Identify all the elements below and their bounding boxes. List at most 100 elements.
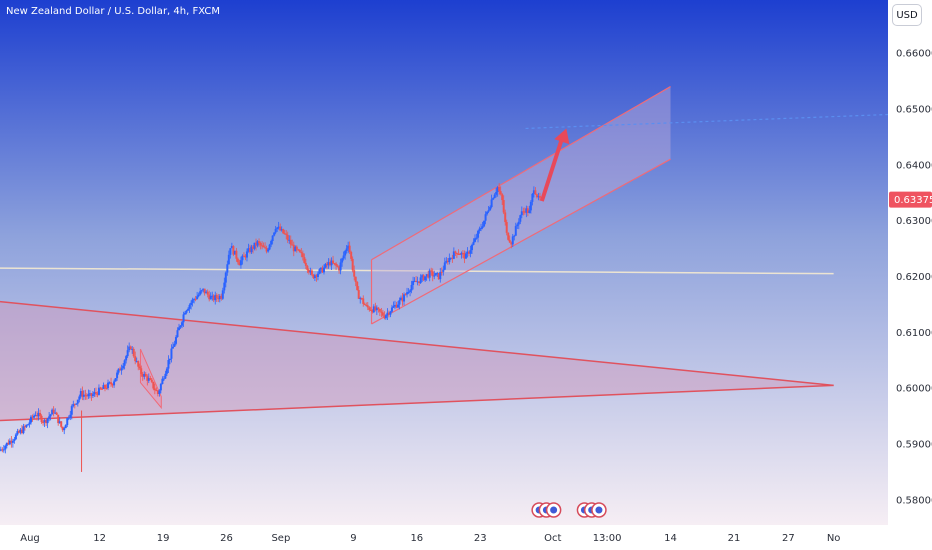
candle-body bbox=[342, 255, 345, 259]
candle-body bbox=[91, 394, 94, 397]
time-tick-label: 19 bbox=[157, 533, 170, 544]
candle-body bbox=[362, 298, 365, 304]
candle-body bbox=[389, 311, 392, 315]
candle-body bbox=[211, 295, 214, 297]
candle-body bbox=[354, 276, 357, 282]
candle-body bbox=[248, 248, 251, 253]
candle-body bbox=[94, 392, 97, 394]
candle-body bbox=[285, 233, 288, 235]
time-axis-panel[interactable] bbox=[0, 525, 888, 550]
candle-body bbox=[353, 270, 356, 277]
candle-body bbox=[378, 309, 381, 312]
candle-body bbox=[386, 312, 389, 316]
candle-body bbox=[96, 393, 99, 395]
target-arrow-head bbox=[554, 128, 570, 145]
candle-body bbox=[347, 245, 350, 249]
candle-body bbox=[324, 263, 327, 268]
candle-body bbox=[11, 440, 14, 443]
candle-body bbox=[140, 368, 143, 374]
candle-body bbox=[132, 348, 135, 357]
candle-body bbox=[474, 238, 477, 242]
candle-body bbox=[79, 391, 82, 397]
candle-body bbox=[239, 260, 242, 266]
candle-body bbox=[111, 384, 114, 386]
candle-body bbox=[433, 275, 436, 277]
candle-body bbox=[232, 246, 235, 255]
candle-body bbox=[427, 274, 430, 278]
currency-badge[interactable]: USD bbox=[892, 4, 922, 26]
candle-body bbox=[174, 337, 177, 344]
price-axis-panel[interactable] bbox=[888, 0, 932, 550]
candle-body bbox=[37, 412, 40, 417]
candle-body bbox=[147, 378, 150, 381]
triangle-upper-line[interactable] bbox=[0, 300, 834, 387]
candle-body bbox=[470, 244, 473, 251]
candle-body bbox=[492, 198, 495, 200]
drawings-layer[interactable] bbox=[0, 86, 889, 422]
candle-body bbox=[31, 416, 34, 418]
candle-body bbox=[188, 304, 191, 309]
candle-body bbox=[242, 255, 245, 257]
candle-body bbox=[162, 378, 165, 380]
candle-body bbox=[218, 295, 221, 300]
channel-fill bbox=[371, 86, 671, 324]
candle-body bbox=[125, 356, 128, 361]
candle-body bbox=[412, 280, 415, 285]
candle-body bbox=[43, 420, 46, 423]
candle-body bbox=[178, 327, 181, 331]
candle-body bbox=[20, 429, 23, 434]
candle-body bbox=[398, 300, 401, 305]
candle-body bbox=[179, 325, 182, 328]
candle-body bbox=[475, 237, 478, 239]
economic-event-icon-dot bbox=[595, 506, 603, 514]
candle-body bbox=[108, 382, 111, 384]
candle-body bbox=[458, 253, 461, 255]
candle-body bbox=[487, 210, 490, 212]
candle-body bbox=[66, 418, 69, 426]
candle-body bbox=[28, 422, 31, 425]
candle-body bbox=[529, 201, 532, 211]
candle-body bbox=[480, 228, 483, 230]
channel-upper-line[interactable] bbox=[371, 86, 671, 261]
candle-body bbox=[490, 199, 493, 208]
candle-body bbox=[212, 295, 215, 301]
candle-body bbox=[538, 196, 541, 198]
candle-body bbox=[217, 297, 220, 300]
candle-body bbox=[350, 251, 353, 259]
candle-body bbox=[223, 282, 226, 291]
horizontal-support-line[interactable] bbox=[0, 267, 834, 275]
candle-body bbox=[107, 382, 110, 389]
candle-body bbox=[531, 193, 534, 202]
triangle-fill bbox=[0, 301, 834, 421]
candle-body bbox=[235, 250, 238, 259]
candle-body bbox=[452, 251, 455, 259]
candle-body bbox=[312, 274, 315, 279]
candle-body bbox=[85, 395, 88, 397]
candle-body bbox=[486, 211, 489, 215]
candle-body bbox=[126, 350, 129, 357]
candle-body bbox=[298, 249, 301, 253]
candle-body bbox=[451, 257, 454, 259]
candle-body bbox=[161, 378, 164, 384]
candle-body bbox=[253, 242, 256, 249]
time-tick-label: 9 bbox=[350, 533, 356, 544]
candle-body bbox=[288, 239, 291, 241]
candle-body bbox=[259, 242, 262, 246]
candle-body bbox=[40, 415, 43, 423]
candle-body bbox=[422, 275, 425, 281]
candle-body bbox=[409, 290, 412, 292]
candle-body bbox=[61, 426, 64, 431]
candle-body bbox=[39, 412, 42, 416]
channel-lower-line[interactable] bbox=[371, 158, 671, 325]
candle-body bbox=[104, 385, 107, 388]
candle-body bbox=[534, 190, 537, 195]
candle-body bbox=[400, 297, 403, 301]
triangle-lower-line[interactable] bbox=[0, 384, 834, 422]
candle-body bbox=[17, 431, 20, 433]
candle-body bbox=[4, 445, 7, 450]
candle-body bbox=[173, 343, 176, 347]
candle-body bbox=[209, 296, 212, 300]
candle-body bbox=[120, 368, 123, 371]
